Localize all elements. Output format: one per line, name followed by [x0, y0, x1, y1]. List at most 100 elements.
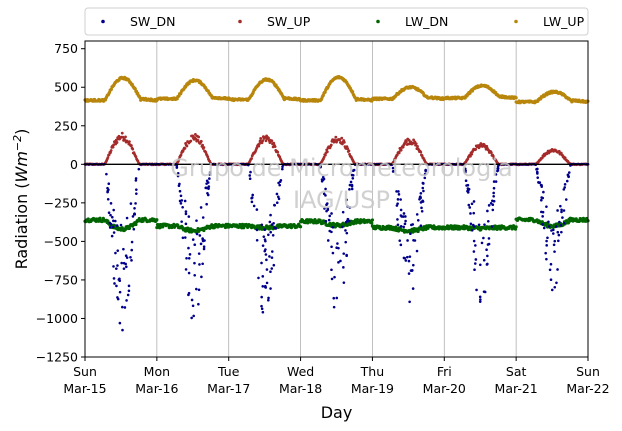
sw-dn-point [342, 266, 345, 269]
y-tick-label: −500 [44, 234, 78, 249]
sw-dn-point [116, 296, 119, 299]
sw-up-point [131, 147, 135, 151]
sw-dn-point [345, 219, 349, 223]
sw-dn-point [402, 225, 405, 229]
sw-dn-point [489, 201, 493, 205]
sw-dn-point [339, 259, 342, 263]
sw-dn-point [541, 215, 544, 218]
sw-up-point [128, 140, 131, 144]
sw-dn-point [410, 269, 414, 272]
sw-up-point [185, 144, 189, 148]
sw-dn-point [187, 291, 191, 295]
sw-dn-point [553, 250, 556, 253]
sw-dn-point [113, 282, 116, 285]
legend-marker-sw-up [238, 19, 242, 24]
sw-dn-point [110, 234, 114, 238]
lw-dn-point [514, 225, 518, 229]
sw-dn-point [197, 288, 201, 292]
sw-up-point [392, 160, 396, 163]
lw-dn-point [298, 225, 303, 229]
sw-dn-point [541, 196, 545, 200]
y-axis-title-unit: Wm [12, 151, 31, 182]
sw-dn-point [263, 238, 267, 241]
sw-up-point [329, 143, 333, 147]
sw-dn-point [106, 186, 109, 190]
sw-dn-point [482, 236, 485, 240]
sw-dn-point [188, 253, 192, 256]
sw-dn-point [180, 220, 183, 223]
sw-dn-point [331, 251, 335, 255]
lw-dn-point [127, 226, 132, 231]
y-axis-title-exponent: −2 [11, 135, 24, 151]
sw-dn-point [278, 180, 282, 184]
sw-dn-point [555, 281, 558, 285]
legend-label-lw-up: LW_UP [543, 14, 585, 29]
sw-dn-point [324, 219, 328, 223]
sw-dn-point [125, 256, 129, 259]
sw-dn-point [487, 237, 491, 240]
sw-dn-point [183, 236, 187, 239]
sw-dn-point [410, 223, 413, 227]
sw-dn-point [350, 187, 354, 191]
sw-up-point [261, 139, 265, 143]
sw-dn-point [262, 235, 266, 238]
sw-dn-point [133, 206, 136, 210]
sw-dn-point [404, 219, 407, 223]
sw-dn-point [486, 254, 489, 258]
sw-dn-point [564, 198, 568, 201]
y-tick-label: −1250 [36, 350, 78, 365]
sw-dn-point [464, 169, 467, 173]
sw-dn-point [420, 206, 423, 210]
sw-up-point [264, 139, 268, 143]
sw-dn-point [397, 193, 401, 196]
lw-up-point [514, 96, 518, 100]
sw-up-point [347, 149, 351, 153]
sw-dn-point [421, 186, 425, 190]
sw-dn-point [404, 215, 407, 218]
sw-dn-point [208, 177, 211, 180]
sw-dn-point [415, 213, 419, 216]
sw-dn-point [261, 244, 265, 247]
sw-dn-point [468, 206, 472, 209]
sw-dn-point [421, 200, 425, 203]
sw-dn-point [200, 275, 203, 279]
sw-dn-point [112, 208, 115, 212]
sw-dn-point [473, 262, 477, 265]
lw-up-point [351, 90, 355, 94]
sw-dn-point [535, 168, 538, 171]
sw-dn-point [331, 226, 335, 229]
sw-dn-point [133, 212, 136, 215]
sw-dn-point [550, 288, 554, 292]
sw-dn-point [190, 298, 194, 302]
sw-dn-point [559, 223, 563, 227]
sw-dn-point [416, 218, 420, 222]
sw-dn-point [202, 245, 206, 248]
sw-dn-point [205, 182, 208, 185]
sw-dn-point [409, 232, 412, 236]
sw-up-point [259, 137, 263, 140]
x-axis-title: Day [321, 403, 353, 422]
sw-dn-point [350, 184, 354, 188]
sw-dn-point [319, 165, 322, 169]
sw-dn-point [193, 273, 197, 277]
sw-dn-point [466, 189, 469, 193]
sw-dn-point [119, 223, 123, 227]
x-tick-weekday: Thu [360, 364, 384, 379]
sw-dn-point [396, 218, 399, 221]
sw-dn-point [178, 189, 182, 193]
sw-up-point [419, 150, 423, 154]
sw-dn-point [277, 197, 281, 201]
watermark-line-2: IAG/USP [293, 186, 390, 214]
sw-dn-point [193, 261, 196, 265]
sw-dn-point [271, 250, 274, 253]
sw-dn-point [473, 268, 476, 272]
sw-dn-point [179, 194, 183, 198]
sw-dn-point [325, 202, 329, 205]
sw-up-point [420, 154, 424, 157]
sw-dn-point [123, 306, 127, 309]
x-tick-weekday: Tue [217, 364, 240, 379]
sw-dn-point [204, 186, 208, 190]
x-tick-weekday: Mon [144, 364, 170, 379]
sw-dn-point [255, 228, 259, 232]
sw-dn-point [541, 223, 544, 226]
